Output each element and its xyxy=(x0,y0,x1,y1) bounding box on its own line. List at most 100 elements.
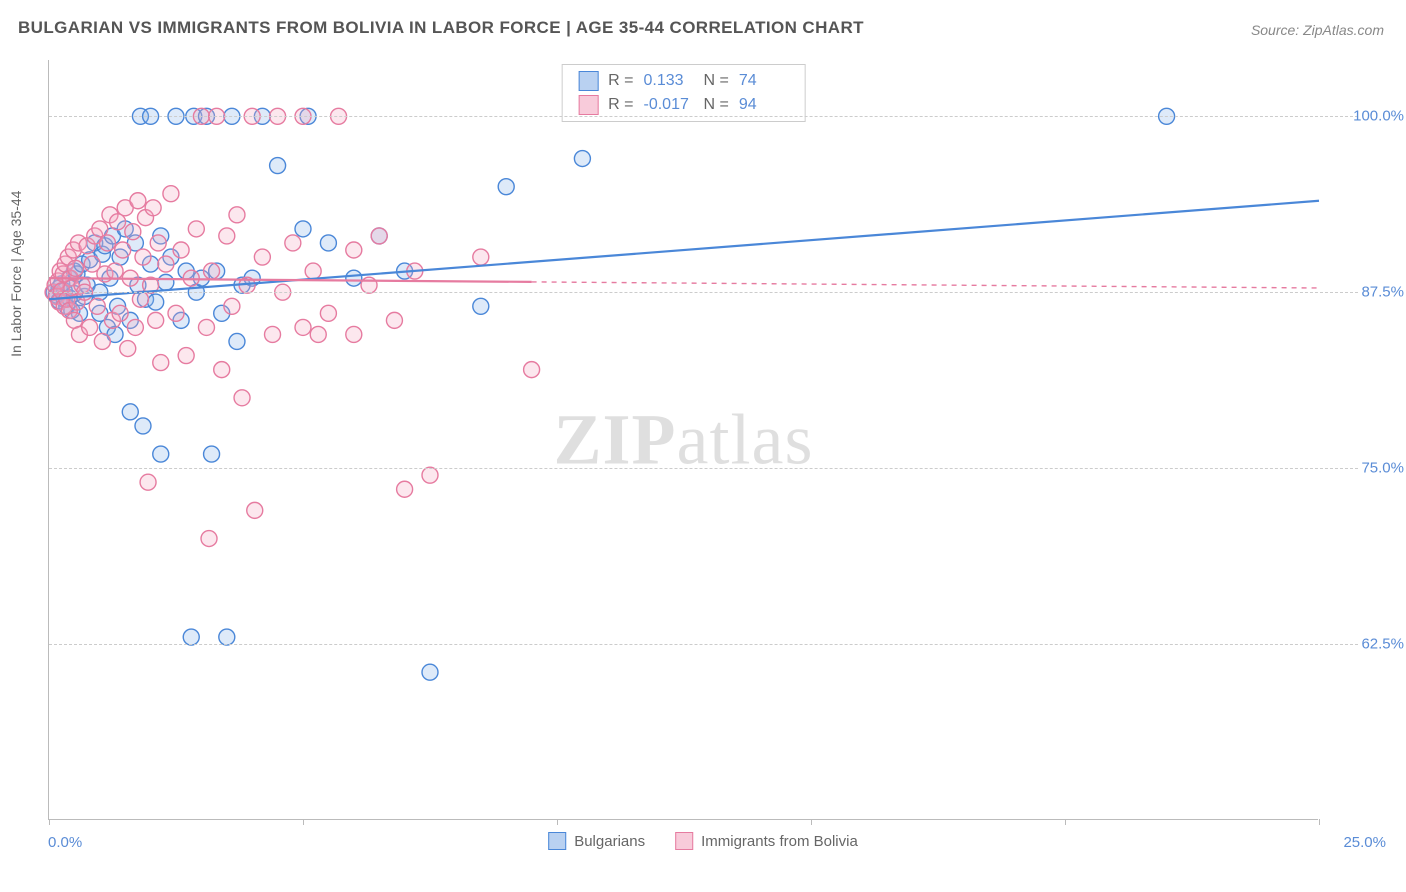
x-axis-end-label: 25.0% xyxy=(1343,834,1386,851)
x-axis-start-label: 0.0% xyxy=(48,834,82,851)
y-tick-label: 62.5% xyxy=(1361,636,1404,653)
data-point xyxy=(254,249,270,265)
data-point xyxy=(94,333,110,349)
data-point xyxy=(82,319,98,335)
data-point xyxy=(320,235,336,251)
data-point xyxy=(305,263,321,279)
stat-label-n: N = xyxy=(704,72,729,90)
gridline-h xyxy=(49,292,1358,293)
legend-item: Bulgarians xyxy=(548,832,645,850)
data-point xyxy=(112,305,128,321)
svg-layer xyxy=(49,60,1319,820)
data-point xyxy=(346,326,362,342)
data-point xyxy=(148,312,164,328)
legend-swatch xyxy=(675,832,693,850)
stats-row: R =0.133N =74 xyxy=(578,69,789,93)
chart-title: BULGARIAN VS IMMIGRANTS FROM BOLIVIA IN … xyxy=(18,18,864,38)
data-point xyxy=(188,221,204,237)
data-point xyxy=(145,200,161,216)
data-point xyxy=(265,326,281,342)
data-point xyxy=(295,221,311,237)
data-point xyxy=(310,326,326,342)
stat-label-r: R = xyxy=(608,96,633,114)
y-tick-label: 100.0% xyxy=(1353,108,1404,125)
data-point xyxy=(320,305,336,321)
gridline-h xyxy=(49,116,1358,117)
data-point xyxy=(204,263,220,279)
stat-label-n: N = xyxy=(704,96,729,114)
data-point xyxy=(122,404,138,420)
y-axis-label: In Labor Force | Age 35-44 xyxy=(8,191,24,357)
data-point xyxy=(285,235,301,251)
data-point xyxy=(158,274,174,290)
data-point xyxy=(574,151,590,167)
data-point xyxy=(524,362,540,378)
source-attribution: Source: ZipAtlas.com xyxy=(1251,22,1384,38)
data-point xyxy=(173,242,189,258)
data-point xyxy=(168,305,184,321)
data-point xyxy=(397,481,413,497)
data-point xyxy=(92,221,108,237)
legend-swatch xyxy=(548,832,566,850)
data-point xyxy=(135,249,151,265)
data-point xyxy=(130,193,146,209)
data-point xyxy=(473,298,489,314)
data-point xyxy=(140,474,156,490)
data-point xyxy=(229,207,245,223)
scatter-plot-area: ZIPatlas R =0.133N =74R =-0.017N =94 62.… xyxy=(48,60,1318,820)
correlation-stats-box: R =0.133N =74R =-0.017N =94 xyxy=(561,64,806,122)
legend-item: Immigrants from Bolivia xyxy=(675,832,858,850)
data-point xyxy=(163,186,179,202)
data-point xyxy=(198,319,214,335)
data-point xyxy=(386,312,402,328)
legend-swatch xyxy=(578,71,598,91)
legend-swatch xyxy=(578,95,598,115)
stat-value-r: 0.133 xyxy=(644,72,694,90)
x-tick xyxy=(303,819,304,825)
data-point xyxy=(120,341,136,357)
data-point xyxy=(148,294,164,310)
data-point xyxy=(99,235,115,251)
data-point xyxy=(150,235,166,251)
data-point xyxy=(214,362,230,378)
data-point xyxy=(224,298,240,314)
data-point xyxy=(89,298,105,314)
data-point xyxy=(178,348,194,364)
data-point xyxy=(295,319,311,335)
data-point xyxy=(158,256,174,272)
data-point xyxy=(153,446,169,462)
data-point xyxy=(229,333,245,349)
data-point xyxy=(219,629,235,645)
gridline-h xyxy=(49,644,1358,645)
data-point xyxy=(422,467,438,483)
stat-value-r: -0.017 xyxy=(644,96,694,114)
stat-value-n: 74 xyxy=(739,72,789,90)
x-tick xyxy=(49,819,50,825)
data-point xyxy=(247,502,263,518)
data-point xyxy=(67,260,83,276)
data-point xyxy=(234,390,250,406)
data-point xyxy=(110,214,126,230)
x-tick xyxy=(1065,819,1066,825)
data-point xyxy=(473,249,489,265)
data-point xyxy=(204,446,220,462)
y-tick-label: 75.0% xyxy=(1361,460,1404,477)
data-point xyxy=(153,355,169,371)
data-point xyxy=(346,270,362,286)
data-point xyxy=(183,629,199,645)
data-point xyxy=(115,242,131,258)
x-tick xyxy=(557,819,558,825)
trend-line-dashed xyxy=(532,282,1319,288)
series-legend: Bulgarians Immigrants from Bolivia xyxy=(548,832,858,850)
data-point xyxy=(201,531,217,547)
y-tick-label: 87.5% xyxy=(1361,284,1404,301)
x-tick xyxy=(1319,819,1320,825)
data-point xyxy=(498,179,514,195)
stat-value-n: 94 xyxy=(739,96,789,114)
data-point xyxy=(107,263,123,279)
data-point xyxy=(127,319,143,335)
legend-label: Bulgarians xyxy=(574,833,645,850)
legend-label: Immigrants from Bolivia xyxy=(701,833,858,850)
x-tick xyxy=(811,819,812,825)
data-point xyxy=(135,418,151,434)
